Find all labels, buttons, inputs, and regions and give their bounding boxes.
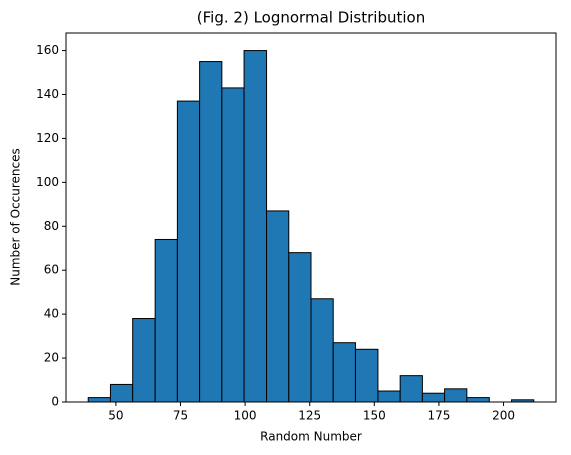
chart-title: (Fig. 2) Lognormal Distribution <box>197 9 425 27</box>
bar <box>421 392 446 403</box>
x-tick-label: 75 <box>173 409 188 423</box>
x-tick-label: 125 <box>298 409 321 423</box>
y-tick-label: 80 <box>44 219 59 233</box>
bar <box>109 383 134 403</box>
bar <box>466 397 490 403</box>
plot-frame <box>65 32 557 403</box>
y-tick-label: 140 <box>36 87 59 101</box>
x-tick-label: 200 <box>492 409 515 423</box>
y-tick-label: 60 <box>44 263 59 277</box>
y-tick-label: 40 <box>44 307 59 321</box>
bar <box>87 397 111 403</box>
y-tick-label: 20 <box>44 351 59 365</box>
x-tick-label: 50 <box>108 409 123 423</box>
bar <box>354 348 379 403</box>
bar <box>266 210 290 403</box>
bar <box>199 61 223 403</box>
y-tick-label: 100 <box>36 175 59 189</box>
y-tick-label: 160 <box>36 43 59 57</box>
bar <box>332 342 356 403</box>
x-tick-label: 100 <box>234 409 257 423</box>
bar <box>243 50 268 403</box>
x-axis-label: Random Number <box>260 430 362 444</box>
bar <box>288 252 312 403</box>
x-tick-label: 175 <box>427 409 450 423</box>
bar <box>310 298 334 403</box>
bar <box>132 318 156 403</box>
y-axis-label: Number of Occurences <box>9 148 23 286</box>
y-tick-label: 120 <box>36 131 59 145</box>
bar <box>221 87 245 403</box>
y-tick-label: 0 <box>51 395 59 409</box>
bar <box>377 390 401 403</box>
bar <box>399 375 423 403</box>
bar <box>176 100 201 403</box>
x-tick-label: 150 <box>363 409 386 423</box>
bar <box>154 238 178 403</box>
bar <box>444 388 468 403</box>
